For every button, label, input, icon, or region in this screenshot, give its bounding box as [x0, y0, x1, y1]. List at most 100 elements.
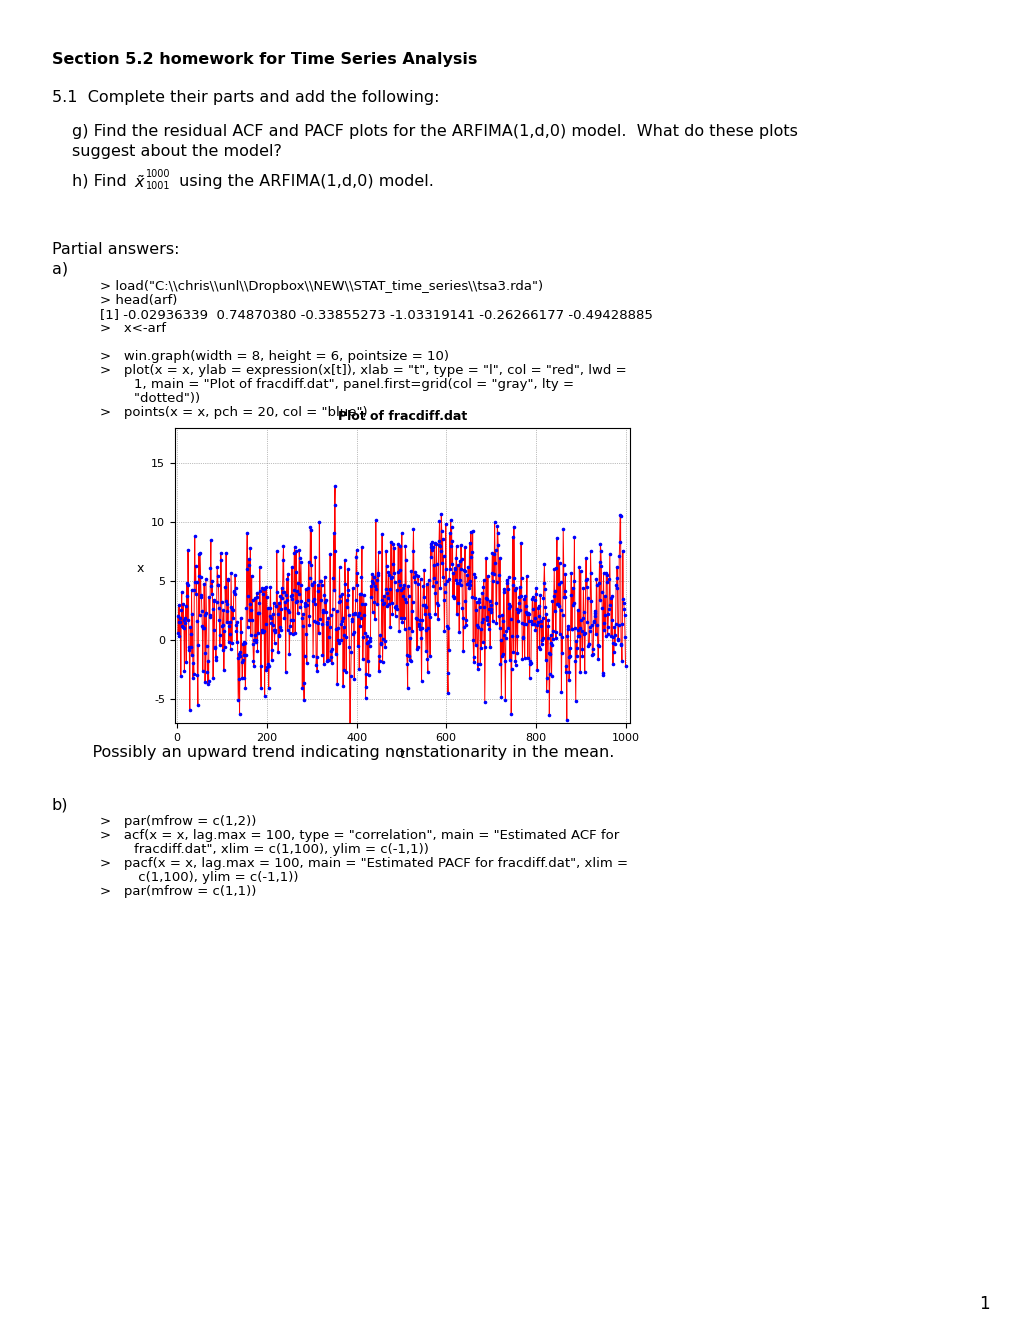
Point	[209, 566, 225, 587]
Point	[324, 639, 340, 660]
Point	[322, 605, 338, 626]
Point	[407, 572, 423, 593]
Point	[273, 619, 289, 640]
Point	[269, 605, 285, 626]
Point	[469, 653, 485, 675]
Point	[419, 649, 435, 671]
Point	[341, 636, 358, 657]
Text: >   win.graph(width = 8, height = 6, pointsize = 10): > win.graph(width = 8, height = 6, point…	[100, 350, 448, 363]
Point	[401, 649, 418, 671]
Point	[350, 606, 366, 627]
Point	[431, 511, 447, 532]
Point	[430, 531, 446, 552]
Point	[587, 602, 603, 623]
Point	[405, 540, 421, 561]
Point	[284, 624, 301, 645]
Point	[529, 612, 545, 634]
Point	[526, 609, 542, 630]
Point	[511, 586, 527, 607]
Point	[427, 572, 443, 593]
Point	[293, 607, 310, 628]
Point	[564, 619, 580, 640]
Point	[423, 536, 439, 557]
Text: [1] -0.02936339  0.74870380 -0.33855273 -1.03319141 -0.26266177 -0.49428885: [1] -0.02936339 0.74870380 -0.33855273 -…	[100, 308, 652, 321]
Point	[445, 587, 462, 609]
Point	[183, 579, 200, 601]
Text: g) Find the residual ACF and PACF plots for the ARFIMA(1,d,0) model.  What do th: g) Find the residual ACF and PACF plots …	[72, 124, 797, 139]
Point	[597, 626, 613, 647]
Point	[396, 535, 413, 556]
Point	[184, 603, 201, 624]
Point	[265, 614, 281, 635]
Point	[430, 609, 446, 630]
Point	[471, 591, 487, 612]
Point	[219, 601, 235, 622]
Point	[212, 624, 228, 645]
Point	[266, 619, 282, 640]
Point	[254, 577, 270, 598]
Point	[595, 562, 611, 583]
Point	[193, 566, 209, 587]
Point	[554, 605, 571, 626]
Point	[437, 573, 453, 594]
Point	[400, 586, 417, 607]
Point	[175, 616, 192, 638]
Point	[178, 651, 195, 672]
Point	[428, 533, 444, 554]
Point	[600, 598, 616, 619]
Point	[607, 574, 624, 595]
Point	[254, 622, 270, 643]
Point	[202, 557, 218, 578]
Point	[251, 603, 267, 624]
Point	[227, 577, 244, 598]
Point	[199, 636, 215, 657]
Point	[539, 615, 555, 636]
Point	[583, 590, 599, 611]
Point	[605, 642, 622, 663]
Point	[235, 645, 252, 667]
Point	[216, 620, 232, 642]
Point	[502, 704, 519, 725]
Point	[507, 577, 524, 598]
Point	[537, 649, 553, 671]
Point	[506, 579, 523, 601]
Point	[302, 568, 318, 589]
Point	[215, 660, 231, 681]
Point	[256, 620, 272, 642]
Point	[546, 579, 562, 601]
Point	[213, 591, 229, 612]
Point	[440, 640, 457, 661]
Point	[574, 645, 590, 667]
Point	[585, 611, 601, 632]
Point	[463, 546, 479, 568]
Point	[592, 540, 608, 561]
Point	[289, 581, 306, 602]
Point	[284, 589, 301, 610]
Point	[229, 611, 246, 632]
Point	[407, 561, 423, 582]
Point	[589, 648, 605, 669]
Point	[193, 586, 209, 607]
Point	[474, 632, 490, 653]
Point	[483, 562, 499, 583]
Point	[291, 548, 308, 569]
Point	[571, 626, 587, 647]
Point	[446, 558, 463, 579]
Point	[201, 671, 217, 692]
Point	[516, 648, 532, 669]
Point	[375, 593, 391, 614]
Text: 5.1  Complete their parts and add the following:: 5.1 Complete their parts and add the fol…	[52, 90, 439, 106]
Point	[193, 585, 209, 606]
Point	[303, 554, 319, 576]
Point	[356, 585, 372, 606]
Point	[283, 556, 300, 577]
Text: Section 5.2 homework for Time Series Analysis: Section 5.2 homework for Time Series Ana…	[52, 51, 477, 67]
Point	[572, 561, 588, 582]
Point	[455, 561, 472, 582]
Point	[517, 614, 533, 635]
Point	[310, 612, 326, 634]
Point	[182, 636, 199, 657]
Point	[588, 574, 604, 595]
Point	[396, 619, 413, 640]
Point	[263, 649, 279, 671]
